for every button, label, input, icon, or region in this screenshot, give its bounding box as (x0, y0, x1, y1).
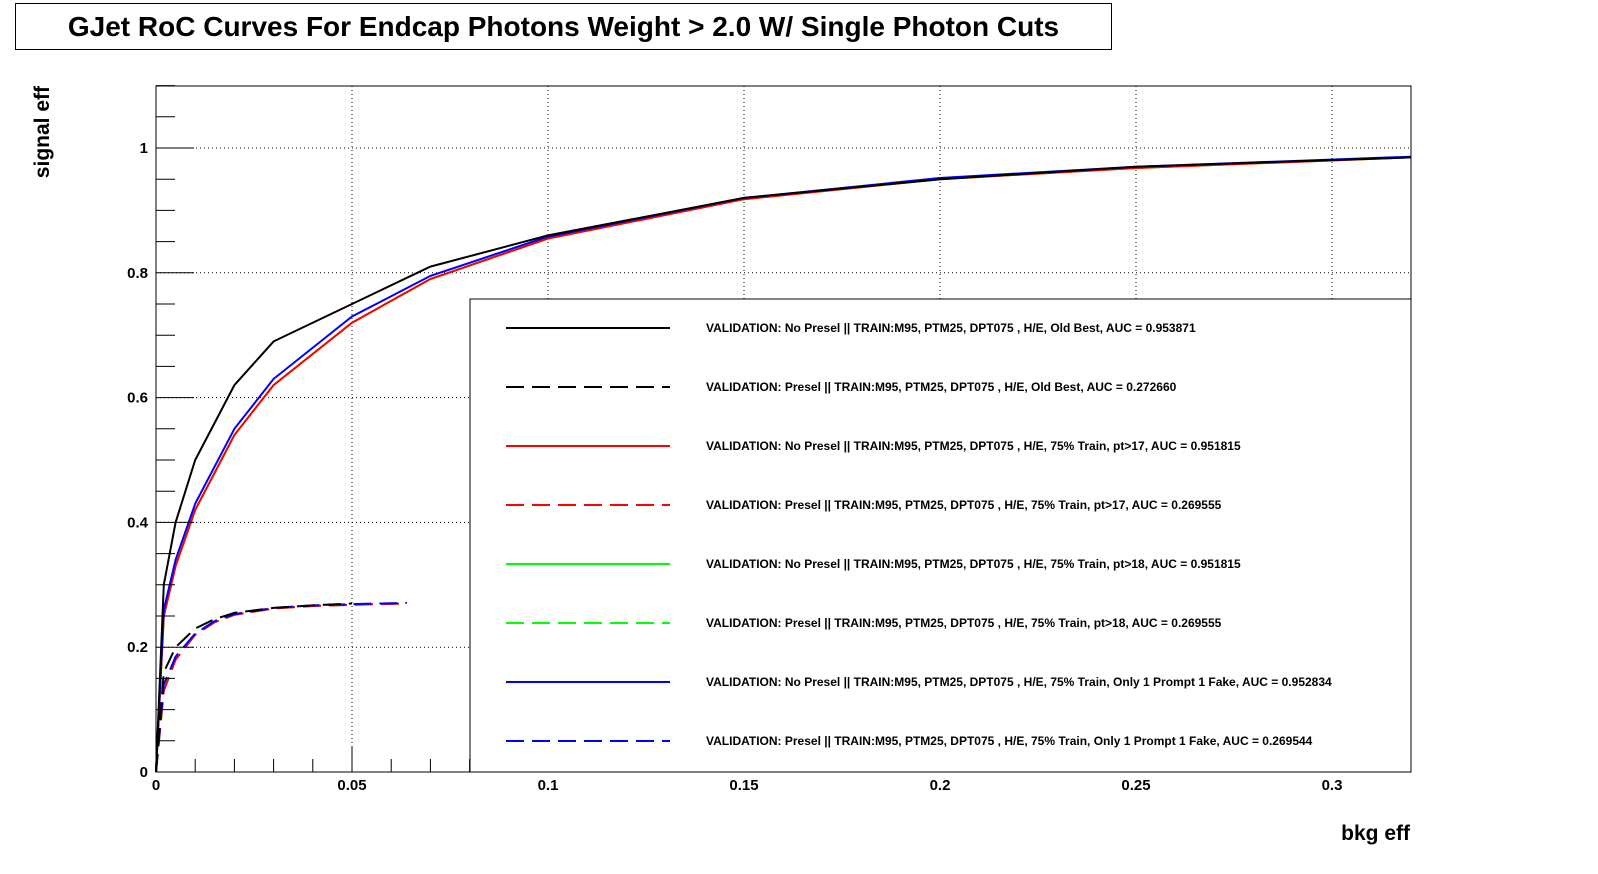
series-line-6 (155, 602, 407, 773)
legend-label-3: VALIDATION: No Presel || TRAIN:M95, PTM2… (706, 439, 1241, 453)
legend-label-8: VALIDATION: Presel || TRAIN:M95, PTM25, … (706, 734, 1313, 748)
tick-labels: 0 0.05 0.1 0.15 0.2 0.25 0.3 0 0.2 0.4 0.6 0.8 1 (127, 140, 1342, 794)
y-tick-label: 0.4 (127, 514, 149, 531)
y-axis-title: signal eff (31, 85, 54, 178)
y-tick-label: 0.6 (127, 390, 148, 407)
series-line-4 (155, 602, 407, 773)
legend-label-4: VALIDATION: Presel || TRAIN:M95, PTM25, … (706, 498, 1222, 512)
legend-label-2: VALIDATION: Presel || TRAIN:M95, PTM25, … (706, 380, 1177, 394)
series-line-7 (155, 155, 1411, 773)
legend: VALIDATION: No Presel || TRAIN:M95, PTM2… (469, 298, 1412, 773)
series-line-2 (155, 602, 353, 773)
chart-title: GJet RoC Curves For Endcap Photons Weigh… (67, 10, 1060, 42)
x-tick-label: 0.25 (1121, 777, 1150, 794)
y-tick-label: 1 (140, 140, 148, 157)
y-tick-label: 0.2 (127, 639, 148, 656)
chart-title-box: GJet RoC Curves For Endcap Photons Weigh… (15, 3, 1112, 50)
legend-label-7: VALIDATION: No Presel || TRAIN:M95, PTM2… (706, 675, 1332, 689)
y-tick-label: 0.8 (127, 265, 148, 282)
legend-box (469, 298, 1412, 773)
y-tick-label: 0 (140, 764, 148, 781)
x-axis-title: bkg eff (1341, 822, 1411, 845)
x-tick-label: 0.1 (538, 777, 559, 794)
legend-label-6: VALIDATION: Presel || TRAIN:M95, PTM25, … (706, 616, 1222, 630)
series-line-8 (155, 601, 407, 773)
x-tick-label: 0.3 (1322, 777, 1343, 794)
x-tick-label: 0 (152, 777, 160, 794)
x-tick-label: 0.05 (337, 777, 366, 794)
x-tick-label: 0.2 (930, 777, 951, 794)
x-tick-label: 0.15 (729, 777, 758, 794)
legend-label-1: VALIDATION: No Presel || TRAIN:M95, PTM2… (706, 321, 1196, 335)
legend-label-5: VALIDATION: No Presel || TRAIN:M95, PTM2… (706, 557, 1241, 571)
